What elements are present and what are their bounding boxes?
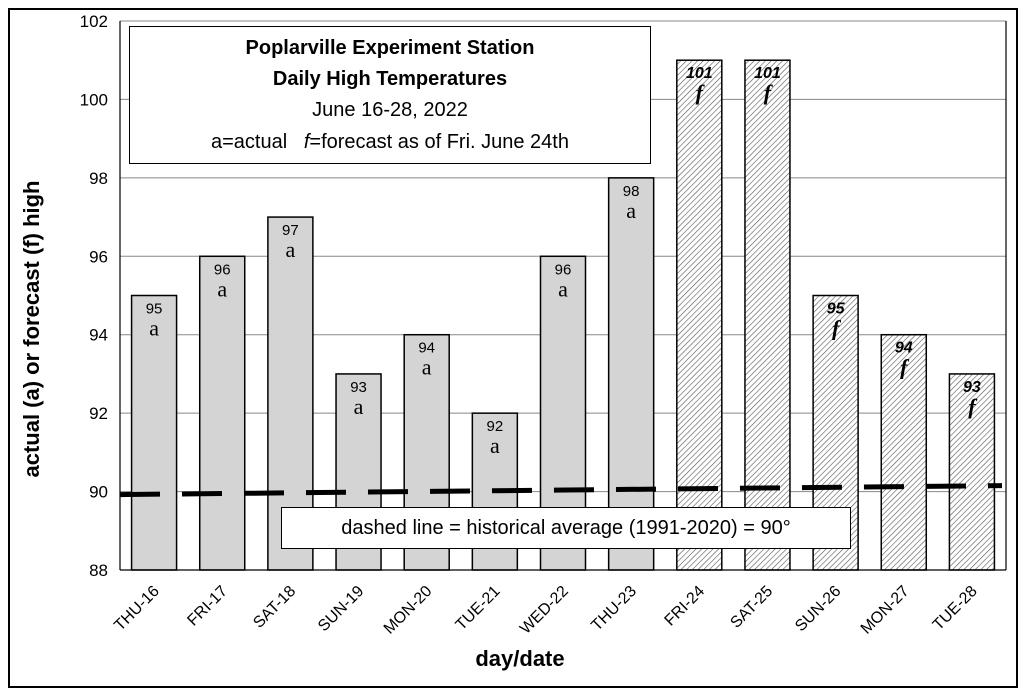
x-axis-label: day/date — [475, 646, 565, 671]
legend-forecast-symbol: f — [303, 131, 310, 153]
kind-label: f — [696, 80, 706, 105]
data-label: 96 — [555, 261, 572, 278]
kind-label: a — [354, 394, 364, 419]
x-tick-label: THU-23 — [588, 583, 640, 635]
legend-forecast-text: =forecast as of Fri. June 24th — [309, 131, 569, 153]
kind-label: f — [764, 80, 774, 105]
x-tick-label: TUE-28 — [930, 583, 981, 634]
actual-bar — [607, 177, 655, 571]
y-tick-label: 90 — [89, 483, 108, 502]
data-label: 93 — [350, 379, 367, 396]
data-label: 101 — [754, 65, 781, 82]
x-tick-label: MON-27 — [858, 583, 913, 638]
historical-average-line — [119, 483, 1003, 498]
x-tick-label: FRI-17 — [184, 583, 231, 630]
y-tick-label: 100 — [80, 90, 108, 109]
chart-frame — [8, 8, 1018, 688]
x-tick-label: SUN-19 — [315, 583, 367, 635]
y-tick-label: 88 — [89, 561, 108, 580]
data-label: 92 — [487, 418, 504, 435]
y-tick-label: 92 — [89, 404, 108, 423]
x-tick-label: MON-20 — [381, 583, 436, 638]
reference-note: dashed line = historical average (1991-2… — [281, 507, 851, 549]
kind-label: a — [149, 316, 159, 341]
actual-bar — [198, 255, 246, 571]
y-tick-label: 94 — [89, 326, 108, 345]
data-label: 93 — [963, 379, 981, 396]
data-label: 95 — [827, 301, 846, 318]
kind-label: a — [558, 276, 568, 301]
kind-label: f — [968, 394, 978, 419]
chart-title-line-3: June 16-28, 2022 — [312, 99, 468, 121]
forecast-bar — [880, 333, 928, 571]
legend-note: a=actual f=forecast as of Fri. June 24th — [130, 131, 650, 154]
kind-label: f — [900, 355, 910, 380]
y-tick-label: 96 — [89, 247, 108, 266]
kind-label: a — [490, 433, 500, 458]
data-label: 94 — [418, 340, 435, 357]
kind-label: a — [217, 276, 227, 301]
x-tick-label: WED-22 — [517, 583, 572, 638]
chart-title-line-1: Poplarville Experiment Station — [245, 37, 535, 59]
kind-label: a — [626, 198, 636, 223]
x-tick-label: FRI-24 — [662, 583, 709, 630]
x-tick-label: SAT-18 — [250, 583, 299, 632]
x-tick-label: TUE-21 — [453, 583, 504, 634]
reference-line — [119, 483, 1003, 498]
data-label: 101 — [686, 65, 713, 82]
y-tick-label: 98 — [89, 169, 108, 188]
kind-label: a — [422, 355, 432, 380]
data-label: 95 — [146, 301, 163, 318]
data-label: 96 — [214, 261, 231, 278]
x-tick-label: THU-16 — [111, 583, 163, 635]
chart-title-line-2: Daily High Temperatures — [272, 68, 508, 90]
forecast-bar — [676, 59, 723, 571]
forecast-bar — [948, 373, 996, 571]
y-axis-label: actual (a) or forecast (f) high — [19, 180, 44, 478]
data-label: 98 — [623, 183, 640, 200]
data-label: 94 — [895, 340, 913, 357]
legend-actual: a=actual — [211, 131, 288, 153]
kind-label: a — [286, 237, 296, 262]
y-tick-label: 102 — [80, 12, 108, 31]
title-box: Poplarville Experiment Station Daily Hig… — [129, 26, 651, 164]
x-tick-label: SAT-25 — [727, 583, 776, 632]
x-tick-label: SUN-26 — [792, 583, 844, 635]
kind-label: f — [832, 316, 842, 341]
forecast-bar — [744, 59, 791, 571]
data-label: 97 — [282, 222, 299, 239]
